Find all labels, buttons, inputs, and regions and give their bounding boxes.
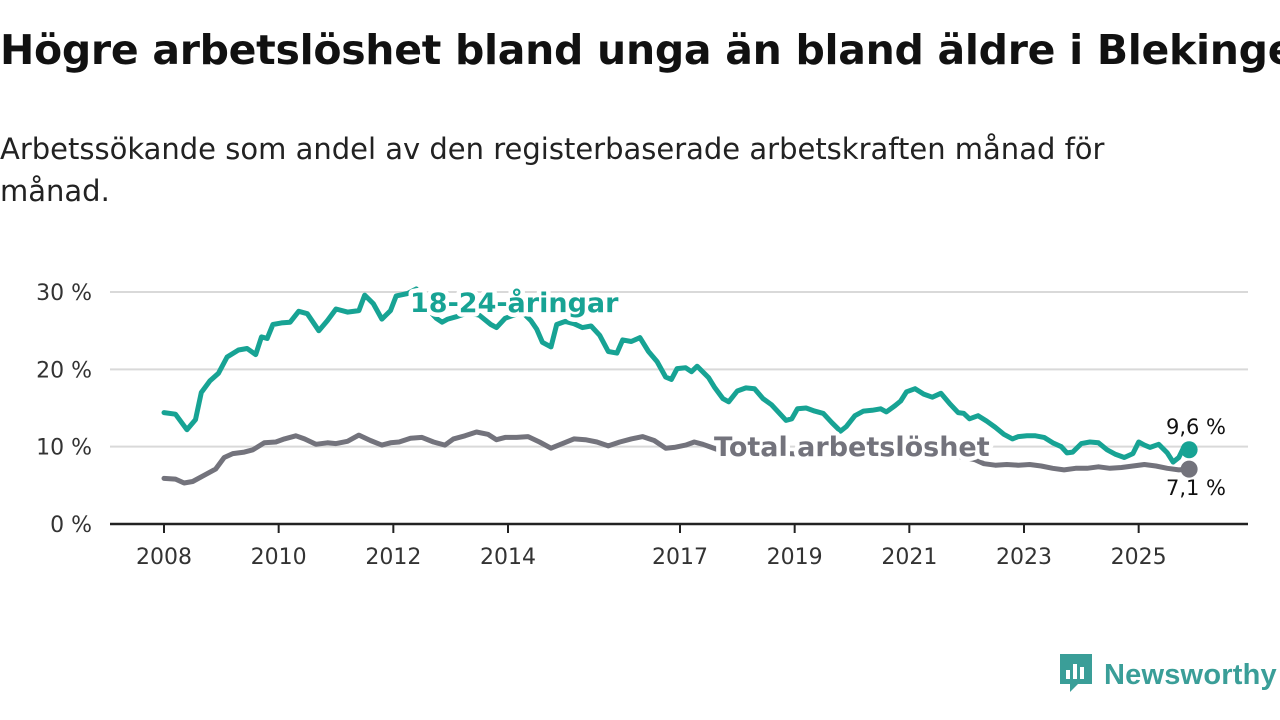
series-line-youth [161, 286, 1192, 465]
series-label-total: Total arbetslöshet [714, 432, 990, 463]
end-point-youth [1180, 441, 1198, 459]
x-tick-label: 2021 [881, 545, 937, 570]
chart-title: Högre arbetslöshet bland unga än bland ä… [0, 26, 1280, 74]
end-value-youth: 9,6 % [1166, 415, 1226, 439]
x-tick-label: 2012 [365, 545, 421, 570]
x-tick-label: 2010 [251, 545, 307, 570]
chart-subtitle: Arbetssökande som andel av den registerb… [0, 132, 1105, 208]
x-tick-label: 2023 [996, 545, 1052, 570]
y-tick-label: 20 % [36, 358, 92, 383]
x-tick-label: 2014 [480, 545, 536, 570]
series-line-total [161, 429, 1192, 486]
y-tick-label: 30 % [36, 281, 92, 306]
newsworthy-logo-icon [1058, 652, 1094, 698]
x-tick-label: 2019 [767, 545, 823, 570]
newsworthy-wordmark: Newsworthy [1104, 658, 1277, 691]
x-tick-label: 2025 [1111, 545, 1167, 570]
x-tick-label: 2017 [652, 545, 708, 570]
end-value-total: 7,1 % [1166, 476, 1226, 500]
series-label-youth: 18-24-åringar [410, 287, 619, 319]
y-tick-label: 0 % [50, 513, 92, 538]
y-tick-label: 10 % [36, 436, 92, 461]
x-tick-label: 2008 [136, 545, 192, 570]
newsworthy-brand: Newsworthy [1058, 654, 1277, 696]
end-point-total [1180, 460, 1198, 478]
